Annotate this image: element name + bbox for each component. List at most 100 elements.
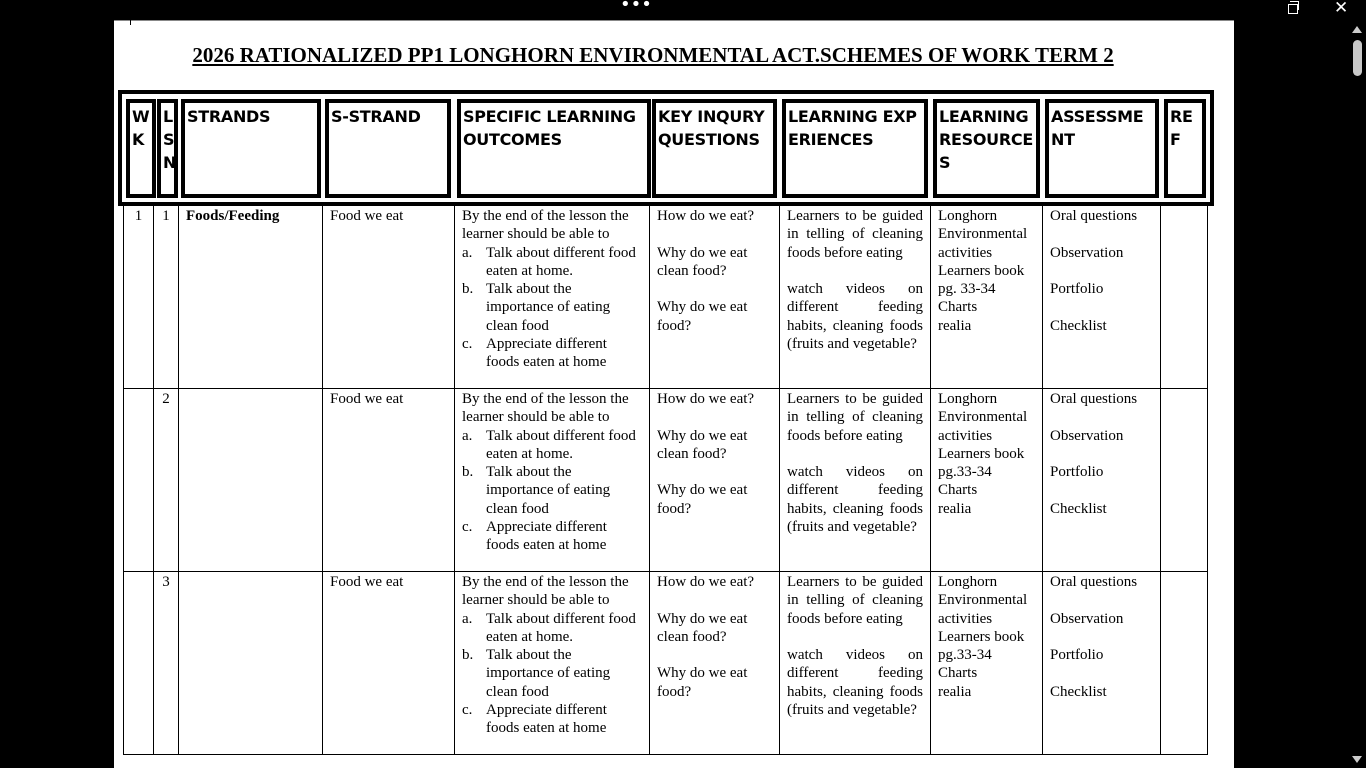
outcomes-intro: By the end of the lesson the learner sho… <box>462 208 629 243</box>
table-row: 2 Food we eat By the end of the lesson the… <box>123 388 1208 572</box>
outcome-marker: c. <box>462 336 473 353</box>
text-cursor <box>130 19 131 25</box>
outcome-marker: b. <box>462 464 474 481</box>
resource-text: realia <box>938 683 972 700</box>
assessment-cell: Oral questions Observation Portfolio Checkl… <box>1042 571 1161 755</box>
resource-text: Charts <box>938 482 978 499</box>
outcome-item: b. Talk about the importance of eating cl… <box>462 463 642 518</box>
outcome-item: a. Talk about different food eaten at hom… <box>462 244 642 281</box>
resource-text: Longhorn Environmental activities <box>938 574 1028 627</box>
outcome-marker: a. <box>462 427 473 444</box>
resource-text: Longhorn Environmental activities <box>938 208 1028 261</box>
ref-cell <box>1160 388 1208 572</box>
header-wk: WK <box>126 99 156 198</box>
outcome-item: b. Talk about the importance of eating cl… <box>462 280 642 335</box>
schemes-table: 1 1 Foods/Feeding Food we eat By the end of … <box>123 205 1208 755</box>
assessment-text: Checklist <box>1050 500 1107 517</box>
scroll-thumb[interactable] <box>1353 40 1362 76</box>
week-cell <box>123 388 154 572</box>
outcome-text: Talk about the importance of eating clea… <box>486 647 611 700</box>
question-text: How do we eat? <box>657 208 755 224</box>
week-cell: 1 <box>123 205 154 389</box>
strand-text: Foods/Feeding <box>186 208 280 224</box>
experiences-cell: Learners to be guided in telling of clea… <box>779 205 931 389</box>
resource-text: Charts <box>938 665 978 682</box>
assessment-cell: Oral questions Observation Portfolio Checkl… <box>1042 205 1161 389</box>
outcome-marker: a. <box>462 610 473 627</box>
scroll-down-icon[interactable] <box>1352 756 1362 763</box>
outcome-item: b. Talk about the importance of eating cl… <box>462 646 642 701</box>
lesson-cell: 1 <box>153 205 179 389</box>
resources-cell: Longhorn Environmental activities Learner… <box>930 205 1043 389</box>
question-text: Why do we eat food? <box>657 665 748 700</box>
assessment-text: Oral questions <box>1050 391 1138 407</box>
resource-text: Learners book pg.33-34 <box>938 628 1025 664</box>
strand-cell <box>178 388 323 572</box>
outcome-item: c. Appreciate different foods eaten at ho… <box>462 518 642 555</box>
sub-strand-cell: Food we eat <box>322 571 455 755</box>
header-lsn: LSN <box>157 99 178 198</box>
restore-icon[interactable] <box>1288 1 1299 14</box>
more-dots-icon[interactable]: ••• <box>620 0 652 15</box>
resource-text: realia <box>938 317 972 334</box>
question-text: Why do we eat clean food? <box>657 610 748 645</box>
close-icon[interactable]: ✕ <box>1334 0 1349 18</box>
scroll-up-icon[interactable] <box>1352 26 1362 33</box>
window-title-bar: ••• ✕ <box>0 0 1366 20</box>
experience-text: Learners to be guided in telling of clea… <box>787 391 923 444</box>
resources-cell: Longhorn Environmental activities Learner… <box>930 571 1043 755</box>
outcomes-cell: By the end of the lesson the learner sho… <box>454 388 650 572</box>
resource-text: Learners book pg. 33-34 <box>938 262 1025 298</box>
resources-cell: Longhorn Environmental activities Learner… <box>930 388 1043 572</box>
assessment-text: Portfolio <box>1050 281 1104 298</box>
outcome-item: a. Talk about different food eaten at hom… <box>462 427 642 464</box>
questions-cell: How do we eat? Why do we eat clean food? W… <box>649 571 780 755</box>
resource-text: realia <box>938 500 972 517</box>
header-strands: STRANDS <box>181 99 321 198</box>
question-text: How do we eat? <box>657 391 755 407</box>
question-text: Why do we eat food? <box>657 482 748 517</box>
assessment-text: Observation <box>1050 427 1124 444</box>
header-learning-experiences: LEARNING EXPERIENCES <box>782 99 928 198</box>
table-row: 3 Food we eat By the end of the lesson the… <box>123 571 1208 755</box>
header-specific-learning-outcomes: SPECIFIC LEARNING OUTCOMES <box>457 99 651 198</box>
outcome-item: c. Appreciate different foods eaten at ho… <box>462 335 642 372</box>
question-text: Why do we eat clean food? <box>657 244 748 279</box>
experience-text: watch videos on different feeding habits… <box>787 647 923 719</box>
assessment-cell: Oral questions Observation Portfolio Checkl… <box>1042 388 1161 572</box>
outcome-item: a. Talk about different food eaten at hom… <box>462 610 642 647</box>
experience-text: watch videos on different feeding habits… <box>787 281 923 353</box>
outcomes-intro: By the end of the lesson the learner sho… <box>462 574 629 609</box>
outcome-marker: b. <box>462 647 474 664</box>
questions-cell: How do we eat? Why do we eat clean food? W… <box>649 205 780 389</box>
experiences-cell: Learners to be guided in telling of clea… <box>779 571 931 755</box>
outcomes-cell: By the end of the lesson the learner sho… <box>454 571 650 755</box>
outcome-item: c. Appreciate different foods eaten at ho… <box>462 701 642 738</box>
outcome-marker: c. <box>462 519 473 536</box>
assessment-text: Observation <box>1050 244 1124 261</box>
week-cell <box>123 571 154 755</box>
outcome-text: Appreciate different foods eaten at home <box>486 702 607 737</box>
resource-text: Longhorn Environmental activities <box>938 391 1028 444</box>
assessment-text: Portfolio <box>1050 464 1104 481</box>
outcome-text: Appreciate different foods eaten at home <box>486 519 607 554</box>
outcome-text: Talk about different food eaten at home. <box>486 427 636 462</box>
header-learning-resources: LEARNING RESOURCES <box>933 99 1040 198</box>
outcome-marker: a. <box>462 244 473 261</box>
lesson-cell: 2 <box>153 388 179 572</box>
resource-text: Charts <box>938 299 978 316</box>
header-assessment: ASSESSMENT <box>1045 99 1159 198</box>
outcome-text: Appreciate different foods eaten at home <box>486 336 607 371</box>
assessment-text: Checklist <box>1050 317 1107 334</box>
lesson-cell: 3 <box>153 571 179 755</box>
strand-cell <box>178 571 323 755</box>
resource-text: Learners book pg.33-34 <box>938 445 1025 481</box>
table-row: 1 1 Foods/Feeding Food we eat By the end of … <box>123 205 1208 389</box>
vertical-scrollbar[interactable] <box>1350 22 1364 768</box>
question-text: Why do we eat food? <box>657 299 748 334</box>
header-ref: REF <box>1164 99 1206 198</box>
assessment-text: Observation <box>1050 610 1124 627</box>
outcome-marker: b. <box>462 281 474 298</box>
assessment-text: Oral questions <box>1050 574 1138 590</box>
outcomes-cell: By the end of the lesson the learner sho… <box>454 205 650 389</box>
